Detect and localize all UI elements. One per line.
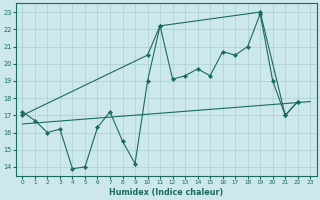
- X-axis label: Humidex (Indice chaleur): Humidex (Indice chaleur): [109, 188, 223, 197]
